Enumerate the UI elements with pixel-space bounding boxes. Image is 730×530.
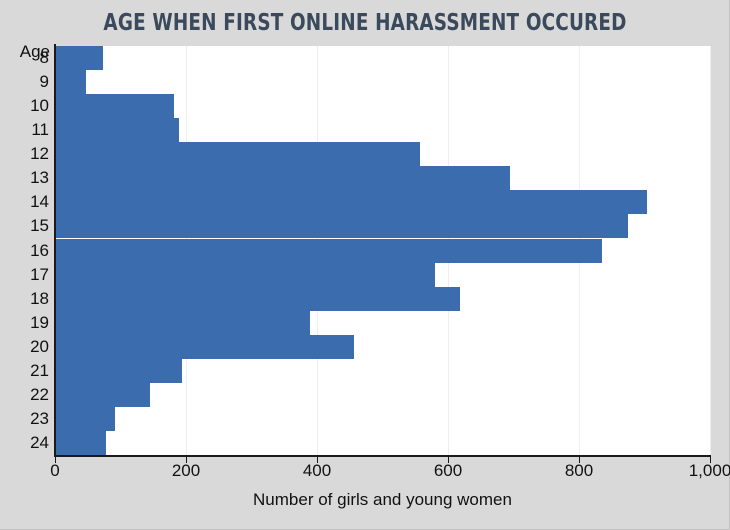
chart-title: AGE WHEN FIRST ONLINE HARASSMENT OCCURED [103,10,627,36]
bar[interactable] [55,94,174,119]
bar-row[interactable] [55,70,710,95]
x-axis-line [54,455,711,457]
bar[interactable] [55,118,180,143]
bar-row[interactable] [55,190,710,215]
y-axis-tick-label: 18 [30,288,49,308]
bar[interactable] [55,70,86,95]
bar-row[interactable] [55,286,710,311]
bar[interactable] [55,190,648,215]
x-axis-tick-mark [579,457,580,463]
bar-row[interactable] [55,310,710,335]
bar[interactable] [55,286,461,311]
y-axis-tick-label: 12 [30,144,49,164]
bar[interactable] [55,334,355,359]
bar-row[interactable] [55,94,710,119]
plot-area [55,46,711,455]
bar-row[interactable] [55,406,710,431]
gridline [710,46,711,455]
bar-row[interactable] [55,238,710,263]
x-axis-tick-mark [186,457,187,463]
bar-row[interactable] [55,430,710,455]
bar[interactable] [55,214,629,239]
bar[interactable] [55,382,150,407]
x-axis-tick-label: 200 [171,461,201,480]
bar[interactable] [55,406,115,431]
y-axis-tick-label: 21 [30,360,49,380]
y-axis-title: Age [19,42,50,61]
bar[interactable] [55,142,420,167]
y-axis-tick-label: 9 [39,72,49,92]
bar-row[interactable] [55,142,710,167]
x-axis-tick-mark [710,457,711,463]
bar[interactable] [55,166,510,191]
x-axis-tick-label: 0 [50,461,60,480]
x-axis-tick-mark [317,457,318,463]
y-axis-tick-label: 22 [30,384,49,404]
y-axis-tick-label: 24 [30,432,49,452]
y-axis-line [54,44,56,457]
y-axis-tick-label: 8 [39,48,49,68]
bar[interactable] [55,46,104,71]
bar-row[interactable] [55,118,710,143]
x-axis-tick-label: 1,000 [688,461,730,480]
x-axis-title: Number of girls and young women [253,490,512,509]
bar-row[interactable] [55,334,710,359]
y-axis-tick-label: 17 [30,264,49,284]
y-axis-tick-label: 23 [30,408,49,428]
x-axis-tick-label: 600 [433,461,463,480]
x-axis-tick-label: 800 [564,461,594,480]
bar-row[interactable] [55,358,710,383]
bar[interactable] [55,262,435,287]
y-axis-tick-label: 14 [30,192,49,212]
y-axis-tick-label: 16 [30,240,49,260]
x-axis-tick-mark [448,457,449,463]
bar-row[interactable] [55,166,710,191]
bar[interactable] [55,358,183,383]
y-axis-tick-label: 19 [30,312,49,332]
bar-row[interactable] [55,382,710,407]
x-axis-tick-mark [55,457,56,463]
y-axis-tick-label: 11 [31,120,49,140]
bar[interactable] [55,430,107,455]
y-axis-tick-label: 15 [30,216,49,236]
bar-row[interactable] [55,46,710,71]
bar[interactable] [55,238,602,263]
y-axis-tick-label: 13 [30,168,49,188]
y-axis-tick-label: 10 [30,96,49,116]
x-axis-tick-label: 400 [302,461,332,480]
bars-layer [55,46,710,455]
bar[interactable] [55,310,311,335]
bar-row[interactable] [55,262,710,287]
y-axis-tick-label: 20 [30,336,49,356]
bar-row[interactable] [55,214,710,239]
